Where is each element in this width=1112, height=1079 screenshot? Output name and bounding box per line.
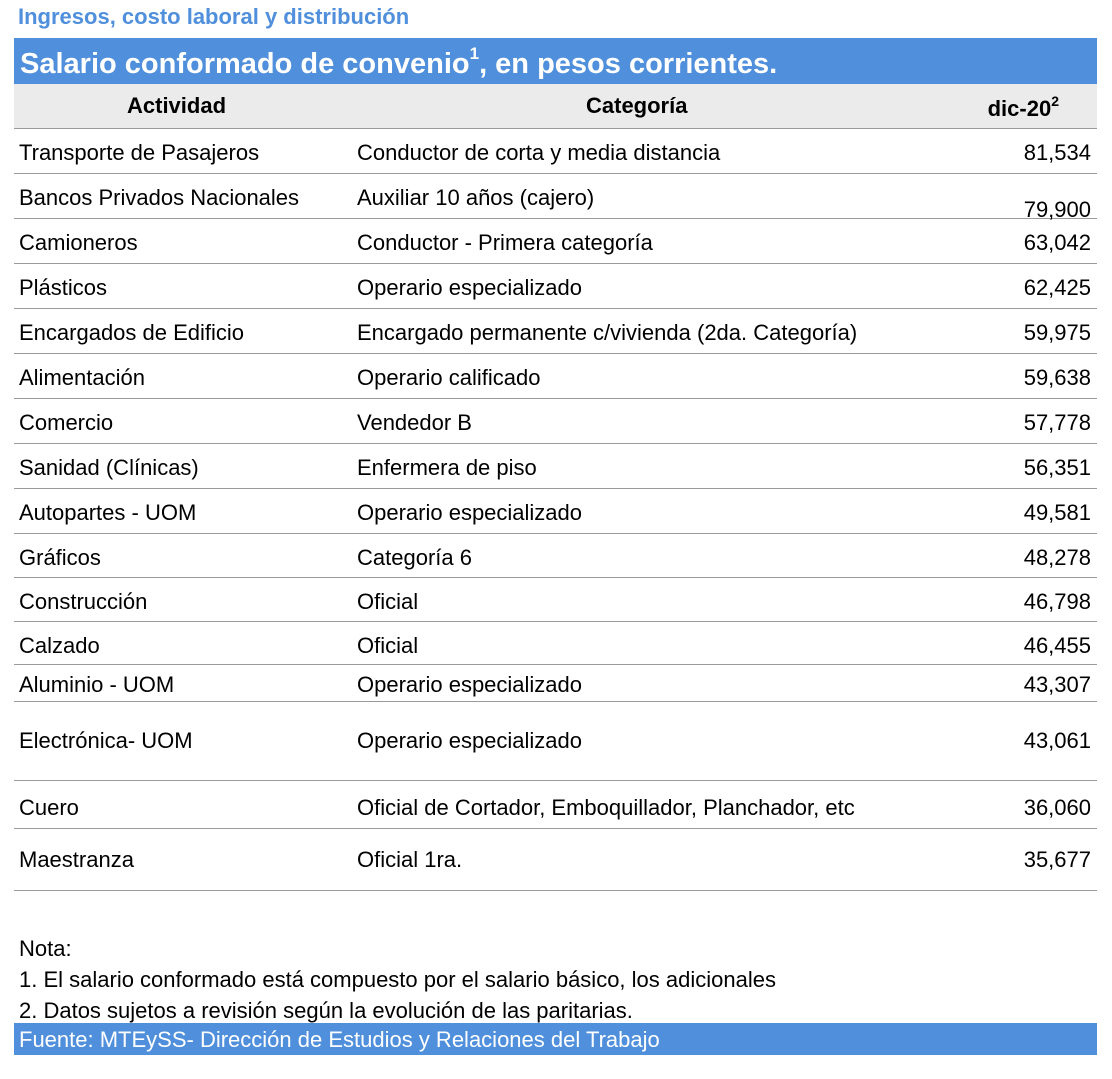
notes: Nota: 1. El salario conformado está comp… xyxy=(19,933,776,1026)
notes-heading: Nota: xyxy=(19,936,72,961)
table-row: Gráficos Categoría 6 48,278 xyxy=(14,534,1097,578)
table-row: Camioneros Conductor - Primera categoría 6… xyxy=(14,219,1097,264)
table-row: Calzado Oficial 46,455 xyxy=(14,622,1097,665)
table-title-footnote: 1 xyxy=(469,44,480,63)
cell-valor: 35,677 xyxy=(1023,847,1091,872)
note-1: 1. El salario conformado está compuesto … xyxy=(19,967,776,992)
cell-actividad: Construcción xyxy=(19,589,148,614)
table-row: Cuero Oficial de Cortador, Emboquillador,… xyxy=(14,781,1097,829)
cell-valor: 46,798 xyxy=(1023,589,1091,614)
table-body: Transporte de Pasajeros Conductor de cort… xyxy=(14,129,1097,891)
cell-actividad: Comercio xyxy=(19,410,114,435)
table-title-text: Salario conformado de convenio xyxy=(20,48,470,80)
table-header: Actividad Categoría dic-202 xyxy=(14,84,1097,129)
cell-valor: 49,581 xyxy=(1023,500,1091,525)
section-title: Ingresos, costo laboral y distribución xyxy=(18,4,410,29)
cell-valor: 43,061 xyxy=(1023,728,1091,753)
cell-valor: 46,455 xyxy=(1023,633,1091,658)
cell-categoria: Operario calificado xyxy=(357,365,541,390)
cell-categoria: Categoría 6 xyxy=(357,545,472,570)
table-row: Aluminio - UOM Operario especializado 43,3… xyxy=(14,665,1097,702)
header-periodo-label: dic-20 xyxy=(987,96,1052,121)
table-row: Plásticos Operario especializado 62,425 xyxy=(14,264,1097,309)
cell-categoria: Oficial xyxy=(357,589,419,614)
cell-valor: 56,351 xyxy=(1023,455,1091,480)
cell-valor: 81,534 xyxy=(1023,140,1091,165)
cell-actividad: Bancos Privados Nacionales xyxy=(19,185,300,210)
cell-valor: 36,060 xyxy=(1023,795,1091,820)
cell-categoria: Oficial de Cortador, Emboquillador, Plan… xyxy=(357,795,855,820)
cell-categoria: Enfermera de piso xyxy=(357,455,537,480)
cell-valor: 57,778 xyxy=(1023,410,1091,435)
cell-actividad: Calzado xyxy=(19,633,100,658)
cell-categoria: Operario especializado xyxy=(357,672,583,697)
cell-actividad: Camioneros xyxy=(19,230,138,255)
cell-actividad: Electrónica- UOM xyxy=(19,728,193,753)
table-row: Transporte de Pasajeros Conductor de cort… xyxy=(14,129,1097,174)
table-row: Comercio Vendedor B 57,778 xyxy=(14,399,1097,444)
cell-valor: 59,638 xyxy=(1023,365,1091,390)
cell-actividad: Gráficos xyxy=(19,545,101,570)
table-row: Maestranza Oficial 1ra. 35,677 xyxy=(14,829,1097,891)
header-periodo-footnote: 2 xyxy=(1051,93,1059,109)
header-periodo: dic-202 xyxy=(987,93,1059,122)
cell-actividad: Encargados de Edificio xyxy=(19,320,245,345)
table-row: Autopartes - UOM Operario especializado 49… xyxy=(14,489,1097,534)
cell-categoria: Conductor - Primera categoría xyxy=(357,230,653,255)
cell-actividad: Transporte de Pasajeros xyxy=(19,140,260,165)
cell-categoria: Oficial xyxy=(357,633,419,658)
cell-actividad: Plásticos xyxy=(19,275,108,300)
header-categoria: Categoría xyxy=(586,93,688,118)
table-row: Encargados de Edificio Encargado permanen… xyxy=(14,309,1097,354)
table-row: Alimentación Operario calificado 59,638 xyxy=(14,354,1097,399)
cell-actividad: Cuero xyxy=(19,795,79,820)
table-row: Sanidad (Clínicas) Enfermera de piso 56,35… xyxy=(14,444,1097,489)
cell-categoria: Vendedor B xyxy=(357,410,472,435)
cell-actividad: Aluminio - UOM xyxy=(19,672,175,697)
cell-categoria: Conductor de corta y media distancia xyxy=(357,140,721,165)
cell-valor: 79,900 xyxy=(1023,197,1091,222)
cell-valor: 43,307 xyxy=(1023,672,1091,697)
table-title: Salario conformado de convenio1, en peso… xyxy=(14,38,1097,84)
cell-categoria: Operario especializado xyxy=(357,275,583,300)
cell-actividad: Maestranza xyxy=(19,847,134,872)
header-actividad: Actividad xyxy=(127,93,227,118)
table-title-suffix: , en pesos corrientes. xyxy=(479,48,778,80)
cell-categoria: Oficial 1ra. xyxy=(357,847,463,872)
cell-categoria: Operario especializado xyxy=(357,500,583,525)
cell-valor: 48,278 xyxy=(1023,545,1091,570)
table-row: Bancos Privados Nacionales Auxiliar 10 añ… xyxy=(14,174,1097,222)
cell-actividad: Sanidad (Clínicas) xyxy=(19,455,199,480)
cell-valor: 59,975 xyxy=(1023,320,1091,345)
cell-actividad: Autopartes - UOM xyxy=(19,500,197,525)
cell-categoria: Auxiliar 10 años (cajero) xyxy=(357,185,595,210)
source-note: Fuente: MTEySS- Dirección de Estudios y … xyxy=(14,1023,1097,1055)
cell-actividad: Alimentación xyxy=(19,365,145,390)
cell-valor: 62,425 xyxy=(1023,275,1091,300)
cell-valor: 63,042 xyxy=(1023,230,1091,255)
cell-categoria: Operario especializado xyxy=(357,728,583,753)
cell-categoria: Encargado permanente c/vivienda (2da. Ca… xyxy=(357,320,858,345)
note-2: 2. Datos sujetos a revisión según la evo… xyxy=(19,998,633,1023)
table-row: Construcción Oficial 46,798 xyxy=(14,578,1097,622)
table-row: Electrónica- UOM Operario especializado 43… xyxy=(14,702,1097,781)
